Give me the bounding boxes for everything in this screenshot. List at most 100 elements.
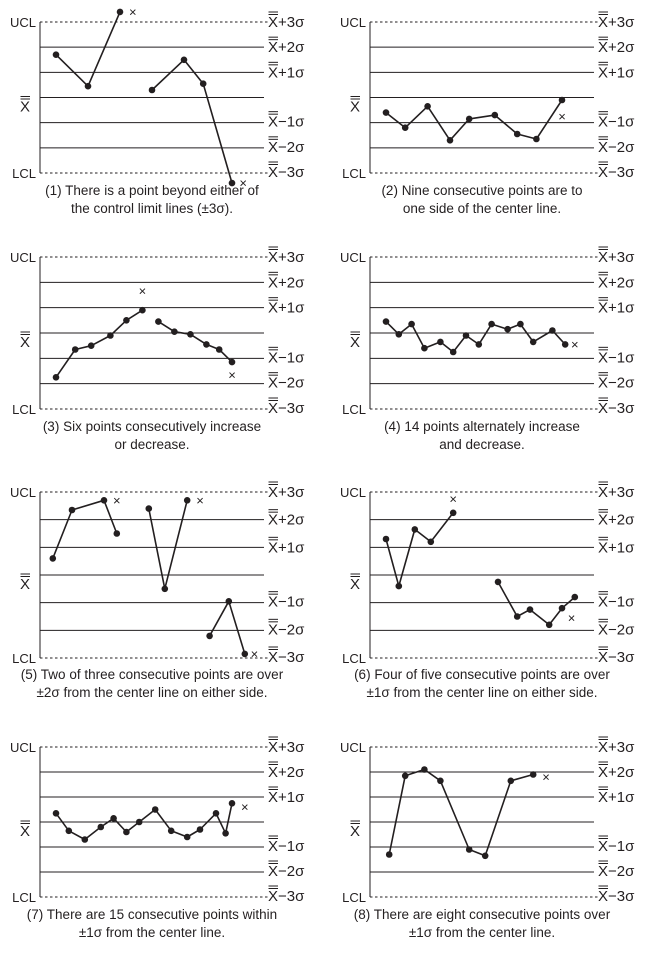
caption-line: (7) There are 15 consecutive points with…: [26, 907, 278, 922]
caption-line: ±2σ from the center line on either side.: [36, 685, 268, 700]
data-point: [135, 818, 143, 826]
data-point: [488, 320, 495, 328]
caption-line: (1) There is a point beyond either of: [45, 183, 259, 198]
caption-line: (4) 14 points alternately increase: [384, 419, 580, 434]
caption-1: (1) There is a point beyond either of the…: [2, 182, 302, 218]
zone-label-plus1: X+1σ: [268, 300, 305, 317]
data-point: [87, 342, 95, 350]
data-point: [212, 810, 220, 817]
caption-5: (5) Two of three consecutive points are …: [2, 666, 302, 702]
data-point: [97, 823, 105, 831]
zone-label-plus1: X+1σ: [598, 789, 635, 806]
center-label: X: [20, 823, 30, 840]
zone-label-minus2: X−2σ: [598, 139, 635, 156]
violation-marker: ×: [129, 4, 137, 19]
zone-label-minus3: X−3σ: [268, 400, 305, 417]
data-point: [180, 56, 188, 64]
data-point: [81, 836, 89, 843]
violation-marker: ×: [113, 493, 121, 508]
center-label: X: [20, 99, 30, 116]
data-point: [183, 833, 191, 841]
data-point: [408, 320, 415, 328]
data-point: [504, 325, 511, 333]
data-point: [241, 650, 249, 658]
data-series-line: [55, 11, 121, 87]
data-point: [558, 96, 566, 104]
data-point: [395, 331, 403, 338]
lcl-label: LCL: [342, 890, 366, 905]
zone-label-plus2: X+2σ: [268, 512, 305, 529]
data-point: [100, 497, 108, 504]
caption-line: one side of the center line.: [402, 201, 562, 216]
caption-3: (3) Six points consecutively increase or …: [2, 418, 302, 454]
data-point: [424, 103, 431, 110]
data-point: [549, 327, 556, 334]
data-point: [148, 86, 156, 94]
ucl-label: UCL: [340, 485, 366, 500]
zone-label-plus3: X+3σ: [598, 484, 635, 501]
ucl-label: UCL: [340, 15, 366, 30]
violation-marker: ×: [251, 646, 259, 661]
zone-label-plus3: X+3σ: [268, 739, 305, 756]
data-point: [462, 332, 470, 339]
data-series-line: [497, 581, 576, 626]
zone-label-plus1: X+1σ: [598, 64, 635, 81]
zone-label-plus2: X+2σ: [598, 764, 635, 781]
data-point: [155, 318, 162, 325]
data-point: [71, 346, 79, 353]
data-point: [481, 852, 489, 860]
data-point: [558, 604, 566, 612]
violation-marker: ×: [241, 800, 249, 815]
caption-line: ±1σ from the center line.: [408, 925, 556, 940]
data-point: [52, 51, 60, 58]
zone-label-plus3: X+3σ: [598, 739, 635, 756]
zone-label-plus2: X+2σ: [268, 764, 305, 781]
chart-panel-6: UCL LCL X X+3σ X+2σ X+1σ X−1σ X−2σ X−3σ × ×: [340, 481, 635, 666]
violation-marker: ×: [542, 770, 550, 785]
data-point: [571, 593, 579, 601]
data-point: [401, 124, 409, 131]
data-point: [183, 497, 191, 504]
data-point: [65, 827, 73, 835]
lcl-label: LCL: [12, 651, 36, 666]
center-label: X: [20, 334, 30, 351]
data-point: [49, 555, 57, 562]
zone-label-minus1: X−1σ: [268, 838, 305, 855]
zone-label-minus2: X−2σ: [598, 621, 635, 638]
zone-label-plus2: X+2σ: [598, 512, 635, 529]
chart-panel-1: UCL LCL X X+3σ X+2σ X+1σ X−1σ X−2σ X−3σ × ×: [10, 4, 305, 190]
zone-label-plus3: X+3σ: [598, 249, 635, 266]
data-point: [222, 830, 229, 837]
violation-marker: ×: [239, 176, 247, 191]
data-series-line: [157, 320, 233, 363]
caption-2: (2) Nine consecutive points are to one si…: [332, 182, 632, 218]
violation-marker: ×: [558, 109, 566, 124]
lcl-label: LCL: [342, 651, 366, 666]
data-point: [421, 766, 428, 773]
data-point: [465, 115, 473, 123]
lcl-label: LCL: [342, 166, 366, 181]
caption-line: and decrease.: [439, 437, 525, 452]
data-point: [513, 130, 521, 138]
zone-label-minus3: X−3σ: [268, 164, 305, 181]
data-point: [215, 346, 223, 353]
center-label: X: [350, 334, 360, 351]
zone-label-minus2: X−2σ: [598, 375, 635, 392]
ucl-label: UCL: [340, 250, 366, 265]
zone-label-plus2: X+2σ: [268, 39, 305, 56]
data-point: [529, 338, 537, 346]
data-point: [421, 344, 428, 352]
caption-6: (6) Four of five consecutive points are …: [332, 666, 632, 702]
lcl-label: LCL: [12, 166, 36, 181]
data-point: [206, 632, 213, 640]
data-point: [449, 348, 457, 356]
data-series-line: [151, 58, 233, 184]
violation-marker: ×: [568, 610, 576, 625]
caption-line: (5) Two of three consecutive points are …: [20, 667, 284, 682]
data-point: [437, 777, 444, 785]
chart-panel-5: UCL LCL X X+3σ X+2σ X+1σ X−1σ X−2σ X−3σ × × ×: [10, 481, 305, 666]
data-point: [475, 341, 483, 348]
zone-label-minus3: X−3σ: [598, 400, 635, 417]
zone-label-minus3: X−3σ: [598, 649, 635, 666]
